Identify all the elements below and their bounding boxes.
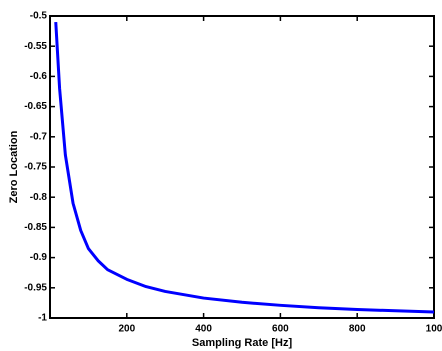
y-tick-label: -0.95 xyxy=(24,282,47,293)
y-tick-label: -0.65 xyxy=(24,101,47,112)
x-tick-label: 400 xyxy=(195,324,212,335)
y-axis-label: Zero Location xyxy=(8,130,20,203)
plot-frame xyxy=(49,15,435,319)
y-tick-label: -0.75 xyxy=(24,162,47,173)
y-tick-label: -0.6 xyxy=(30,71,48,82)
x-tick-label: 600 xyxy=(272,324,289,335)
y-tick-label: -0.7 xyxy=(30,131,48,142)
y-tick-label: -0.55 xyxy=(24,41,47,52)
y-tick-label: -1 xyxy=(38,313,47,324)
y-tick-label: -0.85 xyxy=(24,222,47,233)
x-axis-label: Sampling Rate [Hz] xyxy=(192,337,293,349)
x-tick-label: 100 xyxy=(426,324,442,335)
y-tick-label: -0.5 xyxy=(30,11,48,22)
y-tick-label: -0.8 xyxy=(30,192,48,203)
data-line xyxy=(54,21,435,314)
y-tick-label: -0.9 xyxy=(30,252,48,263)
x-tick-label: 800 xyxy=(349,324,366,335)
x-tick-label: 200 xyxy=(118,324,135,335)
